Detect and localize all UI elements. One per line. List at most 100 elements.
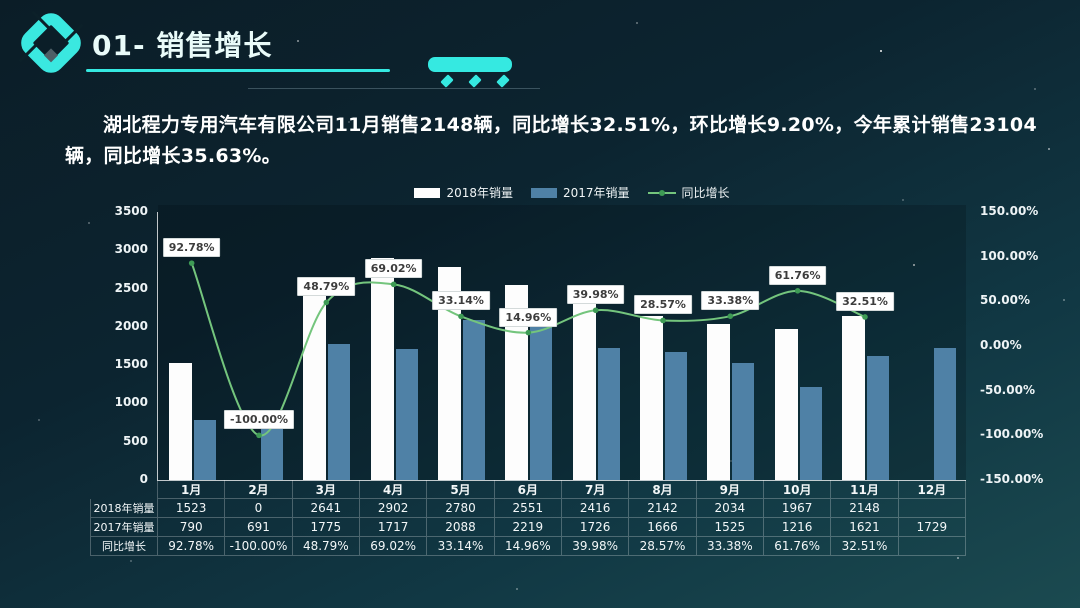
table-cell: 2902 [360, 499, 428, 518]
page-title: 01- 销售增长 [92, 29, 273, 62]
starfield-decoration [0, 0, 2, 2]
table-month-header: 1月 [158, 480, 226, 499]
summary-line-1: 湖北程力专用汽车有限公司11月销售2148辆，同比增长32.51%，环比增长9.… [103, 114, 1037, 136]
growth-data-label: 32.51% [836, 291, 894, 311]
legend-label-2018: 2018年销量 [446, 186, 513, 200]
table-month-header: 9月 [696, 480, 764, 499]
diamond-icon [440, 74, 454, 88]
table-cell: 1726 [562, 518, 630, 537]
bar-2017-6月 [530, 310, 553, 480]
legend-item-growth: 同比增长 [647, 184, 730, 201]
left-axis-tick: 1000 [114, 395, 148, 410]
growth-data-label: 92.78% [162, 238, 221, 258]
bar-2018-8月 [640, 315, 663, 480]
right-axis-tick: -150.00% [980, 472, 1044, 486]
left-axis-tick: 2000 [114, 318, 148, 333]
bar-2018-10月 [774, 329, 798, 480]
growth-data-label: 33.38% [701, 291, 760, 311]
table-month-header: 12月 [898, 480, 966, 499]
growth-data-label: 39.98% [566, 285, 625, 305]
table-cell: 2148 [831, 499, 899, 518]
bar-2017-5月 [463, 320, 485, 480]
chart-legend: 2018年销量 2017年销量 同比增长 [0, 184, 1080, 201]
table-cell: 69.02% [360, 537, 428, 556]
table-cell: 33.14% [427, 537, 495, 556]
summary-line-2: 辆，同比增长35.63%。 [65, 145, 282, 167]
table-cell: 48.79% [292, 537, 360, 556]
table-month-header: 4月 [360, 480, 428, 499]
table-cell: 1525 [696, 518, 764, 537]
bar-2018-11月 [842, 315, 865, 480]
right-axis-tick: -50.00% [980, 382, 1035, 397]
bar-2017-12月 [934, 347, 957, 480]
table-corner-cell [90, 480, 158, 499]
decorative-line [248, 88, 540, 89]
table-cell: 790 [158, 518, 226, 537]
data-table: 1月 2月 3月 4月 5月 6月 7月 8月 9月 10月 11月 12月 2018年销量 1523 0 2… [90, 480, 966, 556]
growth-data-label: 69.02% [364, 259, 423, 279]
y-axis-line [157, 212, 158, 480]
table-cell: 2142 [629, 499, 697, 518]
table-cell: 2088 [427, 518, 495, 537]
bar-2017-7月 [597, 347, 620, 480]
table-cell: 33.38% [696, 537, 764, 556]
growth-data-label: 28.57% [634, 295, 692, 315]
table-cell: 1523 [158, 499, 226, 518]
table-month-header: 8月 [629, 480, 697, 499]
summary-paragraph: 湖北程力专用汽车有限公司11月销售2148辆，同比增长32.51%，环比增长9.… [65, 110, 1050, 172]
bar-2018-1月 [168, 363, 192, 480]
right-axis-tick: 0.00% [980, 338, 1022, 352]
bar-2018-7月 [572, 295, 596, 480]
growth-data-label: 48.79% [297, 277, 356, 297]
title-underline [86, 69, 390, 72]
table-cell: 28.57% [629, 537, 697, 556]
bar-2017-10月 [799, 386, 822, 480]
table-cell: 2641 [292, 499, 360, 518]
table-month-header: 6月 [494, 480, 562, 499]
bar-2017-8月 [665, 352, 687, 480]
legend-swatch-2017 [530, 187, 557, 198]
growth-data-label: 61.76% [768, 265, 827, 285]
table-month-header: 3月 [292, 480, 360, 499]
right-axis-tick: -100.00% [980, 427, 1044, 442]
left-axis-tick: 0 [139, 472, 148, 486]
table-cell [898, 537, 966, 556]
left-axis-tick: 1500 [114, 357, 148, 372]
table-cell: 14.96% [494, 537, 562, 556]
legend-label-growth: 同比增长 [681, 186, 730, 200]
bar-2017-3月 [328, 344, 351, 480]
table-row-label: 2018年销量 [90, 499, 158, 518]
table-cell: 2034 [696, 499, 764, 518]
legend-label-2017: 2017年销量 [562, 186, 630, 200]
legend-item-2017: 2017年销量 [530, 184, 630, 201]
right-axis-tick: 150.00% [980, 204, 1039, 218]
table-cell: 2416 [562, 499, 630, 518]
left-axis-tick: 2500 [114, 280, 148, 295]
table-cell: 2219 [494, 518, 562, 537]
table-cell: 1717 [360, 518, 428, 537]
diamond-icon [496, 74, 510, 88]
bar-2017-4月 [395, 348, 418, 480]
table-cell: 92.78% [158, 537, 226, 556]
table-cell: 39.98% [562, 537, 630, 556]
bar-2017-1月 [193, 419, 216, 480]
x-axis-line [157, 480, 966, 481]
table-cell: 1621 [831, 518, 899, 537]
decorative-bar [428, 57, 512, 72]
table-cell: 32.51% [831, 537, 899, 556]
legend-swatch-2018 [414, 187, 441, 198]
right-axis-tick: 50.00% [980, 293, 1030, 308]
left-axis-tick: 500 [122, 433, 148, 448]
left-axis-tick: 3500 [114, 204, 148, 218]
diamond-icon [468, 74, 482, 88]
table-cell: 1967 [764, 499, 832, 518]
bar-2017-9月 [732, 363, 755, 480]
table-row-label: 同比增长 [90, 537, 158, 556]
bar-2018-9月 [707, 324, 731, 480]
left-axis-tick: 3000 [114, 242, 148, 257]
table-cell: 691 [225, 518, 293, 537]
table-month-header: 11月 [831, 480, 899, 499]
growth-data-label: 33.14% [432, 291, 490, 311]
table-cell: 1216 [764, 518, 832, 537]
